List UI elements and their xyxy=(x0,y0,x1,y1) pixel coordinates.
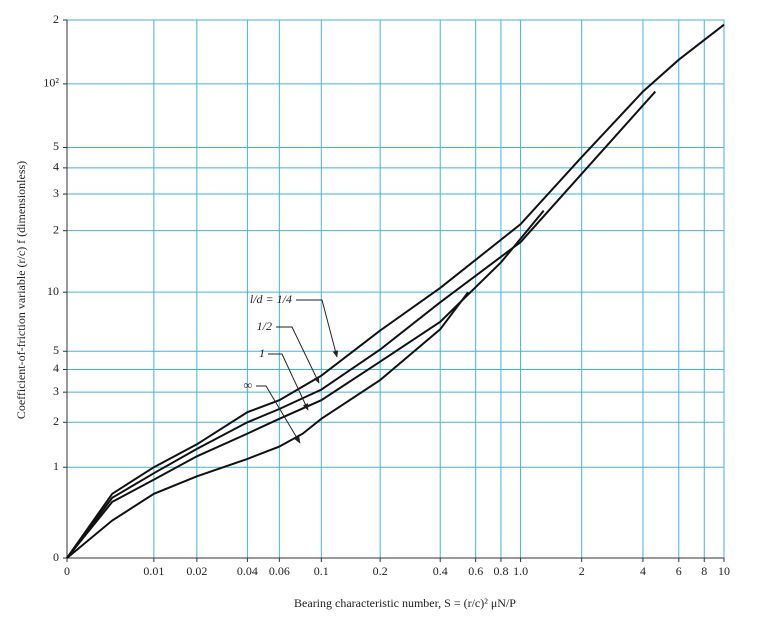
x-axis-label: Bearing characteristic number, S = (r/c)… xyxy=(294,596,516,610)
x-tick-label: 0.02 xyxy=(186,564,207,578)
x-tick-label: 0.6 xyxy=(468,564,483,578)
curve xyxy=(66,23,725,559)
y-tick-label: 1 xyxy=(53,459,59,473)
x-tick-label: 0.4 xyxy=(433,564,448,578)
x-tick-label: 6 xyxy=(676,564,682,578)
x-tick-label: 8 xyxy=(701,564,707,578)
y-tick-label: 5 xyxy=(53,343,59,357)
x-tick-label: 0.06 xyxy=(269,564,290,578)
leader-arrow xyxy=(256,385,301,444)
y-tick-label: 10 xyxy=(47,284,59,298)
y-tick-label: 2 xyxy=(53,222,59,236)
x-tick-label: 4 xyxy=(640,564,646,578)
x-tick-label: 10 xyxy=(718,564,730,578)
x-tick-label: 0 xyxy=(64,564,70,578)
leader-arrow xyxy=(296,299,339,358)
x-tick-label: 0.04 xyxy=(237,564,258,578)
y-tick-label: 4 xyxy=(53,160,59,174)
plot-frame xyxy=(66,19,725,559)
y-tick-label: 0 xyxy=(53,550,59,564)
leader-arrow xyxy=(276,326,320,384)
leader-arrow xyxy=(268,353,309,411)
y-tick-label: 3 xyxy=(53,384,59,398)
series-label: 1 xyxy=(259,346,265,360)
x-tick-label: 0.8 xyxy=(493,564,508,578)
curve xyxy=(66,291,469,559)
y-axis-label: Coefficient-of-friction variable (r/c) f… xyxy=(14,161,28,419)
x-tick-label: 0.2 xyxy=(373,564,388,578)
y-tick-label: 3 xyxy=(53,186,59,200)
series-label: l/d = 1/4 xyxy=(250,292,292,306)
curve xyxy=(66,90,657,559)
x-tick-label: 2 xyxy=(579,564,585,578)
x-tick-label: 0.1 xyxy=(314,564,329,578)
y-tick-label: 5 xyxy=(53,139,59,153)
y-tick-label: 4 xyxy=(53,361,59,375)
y-tick-label: 2 xyxy=(53,414,59,428)
y-tick-label: 10² xyxy=(43,76,59,90)
series-label: 1/2 xyxy=(257,319,272,333)
series-label: ∞ xyxy=(243,378,252,392)
y-tick-label: 2 xyxy=(53,12,59,26)
x-tick-label: 1.0 xyxy=(513,564,528,578)
x-tick-label: 0.01 xyxy=(143,564,164,578)
